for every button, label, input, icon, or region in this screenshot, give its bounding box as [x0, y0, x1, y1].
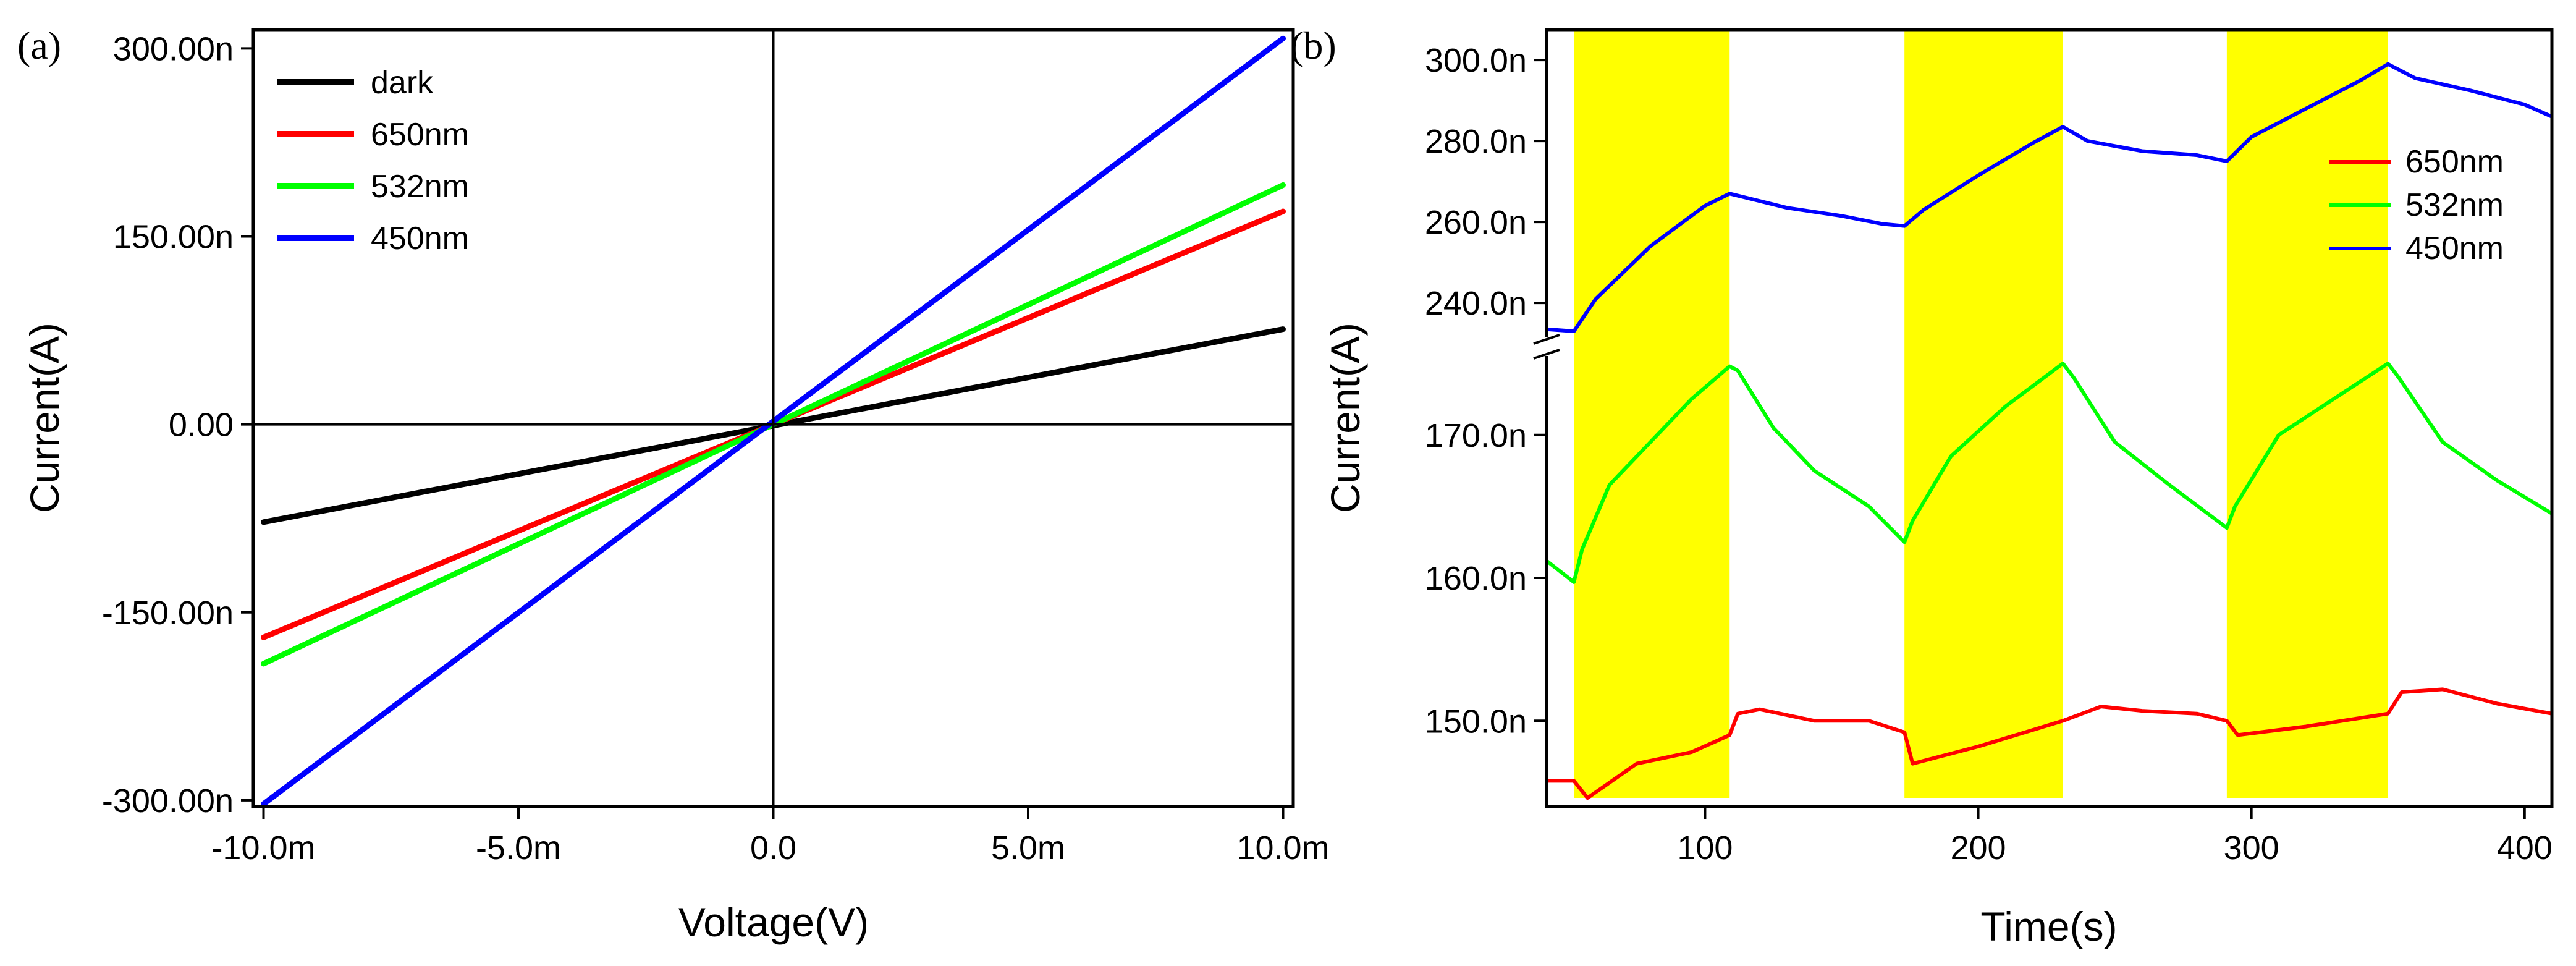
legend-label-650nm: 650nm: [371, 117, 469, 153]
panel-a-x-ticks: -10.0m -5.0m 0.0 5.0m 10.0m: [211, 807, 1330, 866]
legend-label-450nm: 450nm: [371, 221, 469, 256]
panel-b-series-group: [1545, 62, 2553, 800]
panel-b-plot-frame: [1545, 28, 2554, 808]
y-tick-label: 170.0n: [1425, 417, 1527, 454]
y-tick-label: 0.00: [169, 407, 234, 444]
x-tick-label: -5.0m: [476, 829, 561, 866]
series-line-532nm: [1545, 362, 2553, 584]
panel-b-illumination-bands: [1574, 30, 2388, 798]
x-tick-label: 400: [2497, 829, 2553, 866]
panel-b-legend: 650nm 532nm 450nm: [2329, 144, 2504, 266]
illumination-band: [1904, 30, 2063, 798]
x-tick-label: 300: [2224, 829, 2279, 866]
panel-a-legend: dark 650nm 532nm 450nm: [277, 65, 469, 256]
legend-label-532nm: 532nm: [2405, 187, 2504, 223]
x-tick-label: 10.0m: [1236, 829, 1329, 866]
panel-a-y-axis-title: Current(A): [22, 323, 67, 513]
panel-a-label: (a): [17, 23, 61, 67]
y-tick-label: 300.00n: [113, 30, 234, 67]
panel-b-time-response: (b) 100 200 300 400 240.0n 260.0n 280.0n 300.0…: [1290, 23, 2554, 949]
axis-break-mark-lower: [1533, 349, 1560, 360]
y-tick-label: 150.0n: [1425, 703, 1527, 740]
illumination-band: [1574, 30, 1730, 798]
panel-b-x-ticks: 100 200 300 400: [1677, 807, 2553, 866]
panel-a-x-axis-title: Voltage(V): [678, 899, 869, 945]
y-tick-label: 160.0n: [1425, 560, 1527, 597]
x-tick-label: 0.0: [750, 829, 796, 866]
panel-b-x-axis-title: Time(s): [1980, 904, 2117, 949]
x-tick-label: -10.0m: [211, 829, 315, 866]
y-tick-label: -300.00n: [102, 782, 234, 820]
panel-b-y-axis-title: Current(A): [1322, 323, 1368, 513]
panel-a-y-ticks: 300.00n 150.00n 0.00 -150.00n -300.00n: [102, 30, 253, 820]
series-line-450nm: [1546, 62, 2553, 333]
illumination-band: [2226, 30, 2388, 798]
x-tick-label: 200: [1950, 829, 2006, 866]
x-tick-label: 100: [1677, 829, 1733, 866]
panel-b-label: (b): [1290, 23, 1337, 67]
axis-break-mark-upper: [1533, 334, 1560, 345]
legend-label-dark: dark: [371, 65, 434, 101]
panel-a-iv-curves: (a) -10.0m -5.0m 0.0 5.0m 10.0m 300.00n 150.0…: [17, 23, 1330, 945]
legend-label-532nm: 532nm: [371, 169, 469, 205]
y-tick-label: 260.0n: [1425, 204, 1527, 241]
legend-label-450nm: 450nm: [2405, 231, 2504, 266]
y-tick-label: 300.0n: [1425, 42, 1527, 79]
series-line-650nm: [1547, 687, 2553, 800]
y-tick-label: 240.0n: [1425, 285, 1527, 322]
y-tick-label: 150.00n: [113, 219, 234, 256]
legend-label-650nm: 650nm: [2405, 144, 2504, 180]
panel-b-axis-break: [1533, 334, 1560, 360]
y-tick-label: 280.0n: [1425, 123, 1527, 160]
x-tick-label: 5.0m: [991, 829, 1065, 866]
y-tick-label: -150.00n: [102, 595, 234, 632]
panel-b-y-ticks: 240.0n 260.0n 280.0n 300.0n 150.0n 160.0n 170.…: [1425, 42, 1547, 740]
